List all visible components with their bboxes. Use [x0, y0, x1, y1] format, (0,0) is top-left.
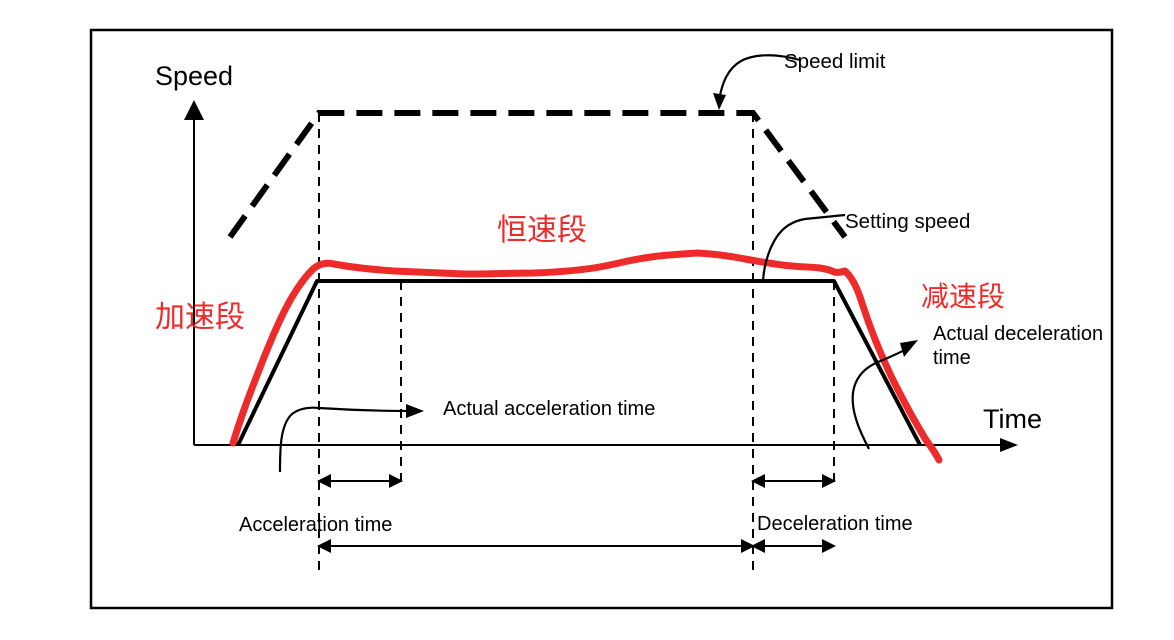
svg-text:加速段: 加速段 [155, 301, 245, 334]
svg-text:Time: Time [983, 404, 1042, 434]
svg-text:time: time [933, 347, 971, 369]
svg-text:Actual acceleration time: Actual acceleration time [443, 398, 655, 420]
svg-text:Speed: Speed [155, 61, 233, 91]
svg-text:Setting speed: Setting speed [845, 210, 970, 233]
svg-text:Actual deceleration: Actual deceleration [933, 323, 1103, 345]
svg-text:减速段: 减速段 [921, 281, 1005, 312]
svg-text:Speed limit: Speed limit [784, 50, 886, 73]
svg-text:Acceleration time: Acceleration time [239, 514, 392, 536]
svg-text:Deceleration time: Deceleration time [757, 513, 913, 535]
svg-text:恒速段: 恒速段 [497, 214, 587, 247]
